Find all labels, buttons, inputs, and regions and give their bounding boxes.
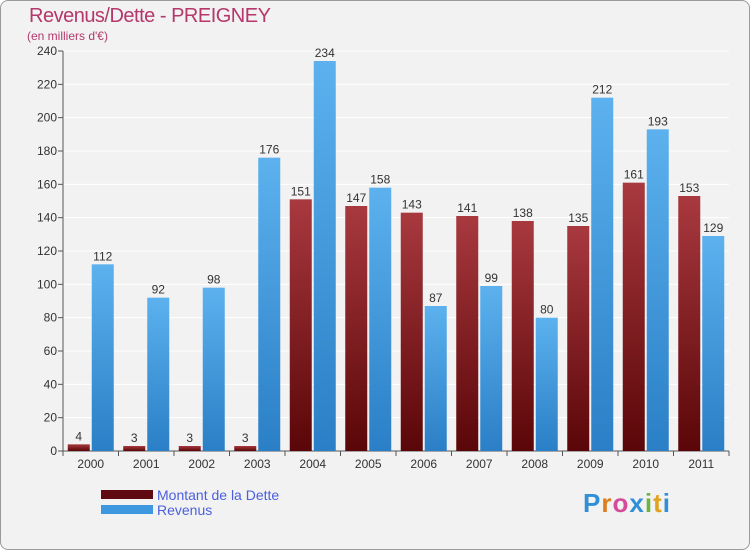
bar-revenus <box>313 61 336 451</box>
logo-letter: P <box>583 488 602 518</box>
data-label-revenus: 87 <box>429 291 443 305</box>
y-tick-label: 220 <box>37 77 57 91</box>
legend-swatch-dette <box>101 490 153 499</box>
x-tick-label: 2010 <box>632 457 659 471</box>
bar-revenus <box>369 187 392 451</box>
proxiti-logo: Proxiti <box>583 488 671 519</box>
bar-revenus <box>147 297 170 451</box>
bar-dette <box>567 226 590 451</box>
data-label-dette: 135 <box>568 211 588 225</box>
data-label-revenus: 99 <box>485 271 499 285</box>
bar-dette <box>289 199 312 451</box>
data-label-dette: 147 <box>346 191 366 205</box>
legend-swatch-revenus <box>101 505 153 514</box>
data-label-dette: 141 <box>457 201 477 215</box>
y-tick-label: 0 <box>50 444 57 458</box>
y-tick-label: 180 <box>37 144 57 158</box>
data-label-revenus: 112 <box>93 249 112 263</box>
y-tick-label: 80 <box>44 311 58 325</box>
x-tick-label: 2007 <box>466 457 493 471</box>
bar-revenus <box>480 286 503 451</box>
bar-dette <box>345 206 368 451</box>
bar-dette <box>511 221 534 451</box>
y-tick-label: 60 <box>44 344 58 358</box>
bar-dette <box>123 446 146 451</box>
y-tick-label: 140 <box>37 211 57 225</box>
data-label-dette: 4 <box>75 429 82 443</box>
data-label-revenus: 80 <box>540 303 554 317</box>
bar-dette <box>678 196 701 451</box>
chart-subtitle: (en milliers d'€) <box>27 29 108 43</box>
y-tick-label: 240 <box>37 44 57 58</box>
bar-revenus <box>535 317 558 451</box>
bar-dette <box>178 446 201 451</box>
logo-letter: i <box>662 488 671 518</box>
y-tick-label: 40 <box>44 377 58 391</box>
legend-label-dette: Montant de la Dette <box>157 487 280 503</box>
bar-revenus <box>702 236 725 451</box>
data-label-dette: 3 <box>186 431 193 445</box>
bar-dette <box>622 182 645 451</box>
chart-title: Revenus/Dette - PREIGNEY <box>29 5 271 27</box>
bar-revenus <box>258 157 281 451</box>
data-labels: 4 112 3 92 3 98 3 176 151 234 147 158 143 87 141 99 138 8… <box>75 46 723 445</box>
bar-dette <box>234 446 257 451</box>
bar-dette <box>456 216 479 451</box>
data-label-dette: 151 <box>291 184 311 198</box>
x-tick-label: 2009 <box>577 457 604 471</box>
bar-revenus <box>91 264 114 451</box>
x-tick-label: 2006 <box>410 457 437 471</box>
x-tick-label: 2002 <box>188 457 215 471</box>
bar-revenus <box>591 97 614 452</box>
x-tick-label: 2000 <box>77 457 104 471</box>
x-tick-label: 2001 <box>133 457 160 471</box>
x-tick-label: 2005 <box>355 457 382 471</box>
data-label-dette: 138 <box>513 206 533 220</box>
data-label-revenus: 234 <box>315 46 335 60</box>
logo-letter: o <box>612 488 630 518</box>
data-label-dette: 153 <box>679 181 699 195</box>
data-label-revenus: 212 <box>592 83 612 97</box>
bar-revenus <box>202 287 225 451</box>
grid-lines <box>63 50 729 452</box>
logo-letter: r <box>601 488 613 518</box>
data-label-revenus: 129 <box>703 221 723 235</box>
data-label-dette: 3 <box>131 431 138 445</box>
x-tick-label: 2011 <box>688 457 714 471</box>
data-label-dette: 143 <box>402 198 422 212</box>
axes: 0 20 40 60 80 100 120 140 160 180 200 220 240 2000 200… <box>37 44 730 471</box>
x-tick-label: 2008 <box>521 457 548 471</box>
bars <box>67 61 725 452</box>
data-label-revenus: 98 <box>207 273 221 287</box>
data-label-revenus: 158 <box>370 173 390 187</box>
y-tick-label: 160 <box>37 177 57 191</box>
y-tick-label: 20 <box>44 411 58 425</box>
data-label-revenus: 193 <box>648 114 668 128</box>
bar-revenus <box>424 306 447 451</box>
bar-revenus <box>646 129 669 452</box>
x-tick-label: 2003 <box>244 457 271 471</box>
y-tick-label: 120 <box>37 244 57 258</box>
data-label-dette: 3 <box>242 431 249 445</box>
logo-letter: t <box>653 488 663 518</box>
legend-label-revenus: Revenus <box>157 502 213 518</box>
logo-letter: i <box>644 488 654 518</box>
y-tick-label: 100 <box>37 277 57 291</box>
data-label-dette: 161 <box>624 168 644 182</box>
x-tick-label: 2004 <box>299 457 326 471</box>
bar-dette <box>400 212 423 451</box>
data-label-revenus: 176 <box>259 143 279 157</box>
y-tick-label: 200 <box>37 111 57 125</box>
data-label-revenus: 92 <box>152 283 166 297</box>
logo-letter: x <box>629 488 645 518</box>
bar-dette <box>67 444 90 451</box>
